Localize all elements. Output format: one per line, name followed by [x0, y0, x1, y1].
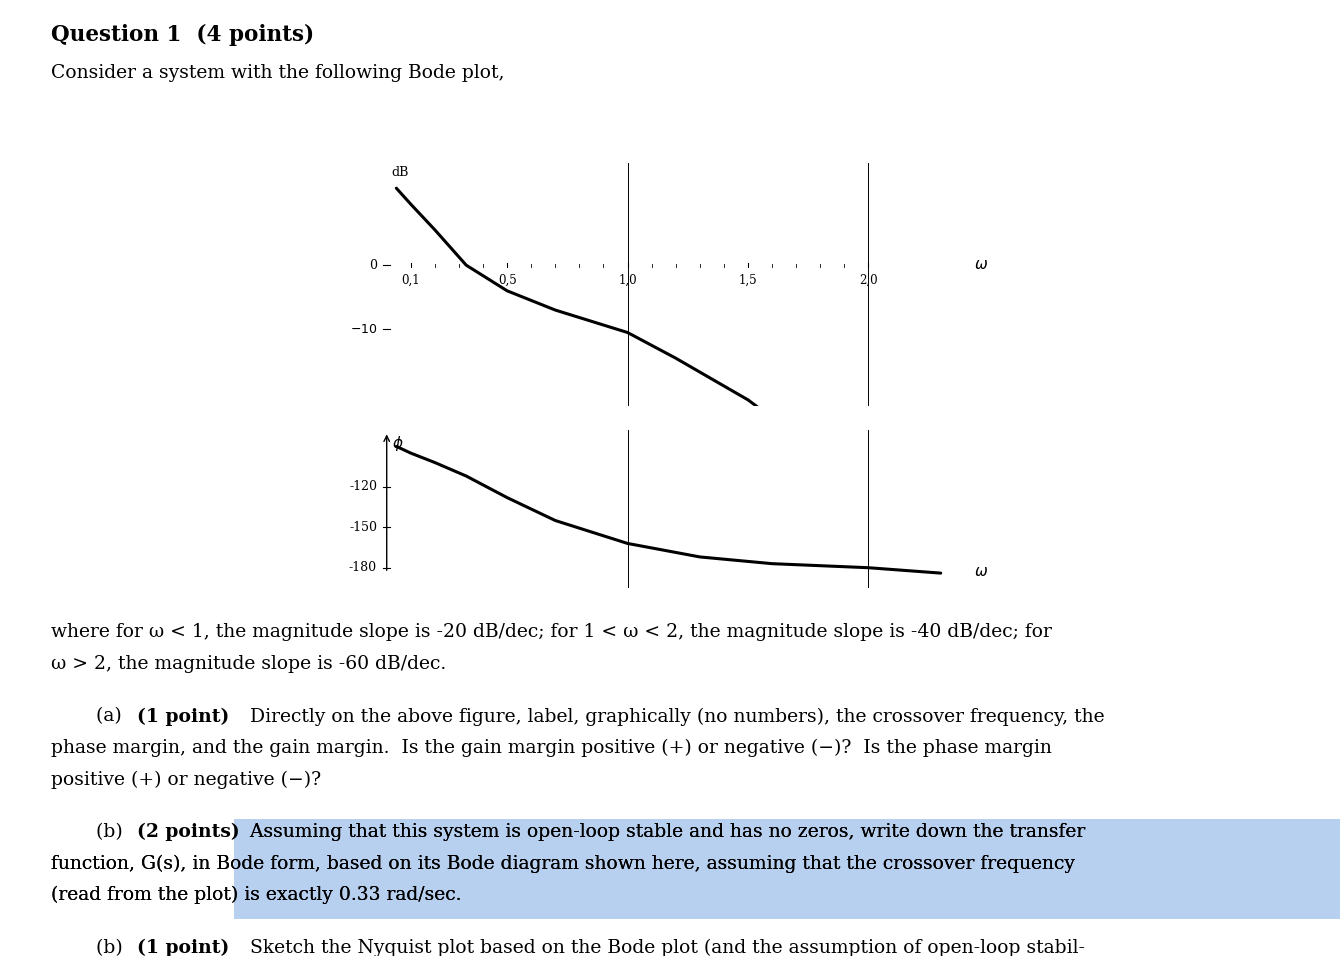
Text: 0,5: 0,5 — [497, 273, 516, 287]
Text: Question 1  (4 points): Question 1 (4 points) — [51, 24, 314, 46]
Text: (read from the plot) is exactly 0.33 rad/sec.: (read from the plot) is exactly 0.33 rad… — [51, 886, 461, 904]
Text: 0: 0 — [369, 259, 377, 272]
Text: dB: dB — [391, 165, 409, 179]
Text: Assuming that this system is open-loop stable and has no zeros, write down the t: Assuming that this system is open-loop s… — [244, 823, 1085, 841]
Text: (2 points): (2 points) — [137, 823, 240, 841]
Text: $\omega$: $\omega$ — [974, 565, 989, 578]
Text: (read from the plot) is exactly 0.33 rad/sec.: (read from the plot) is exactly 0.33 rad… — [51, 886, 461, 904]
Text: where for ω < 1, the magnitude slope is -20 dB/dec; for 1 < ω < 2, the magnitude: where for ω < 1, the magnitude slope is … — [51, 623, 1052, 641]
Text: $\phi$: $\phi$ — [391, 434, 403, 452]
Text: 2,0: 2,0 — [859, 273, 878, 287]
Text: (b): (b) — [96, 823, 129, 841]
Text: -150: -150 — [350, 521, 377, 533]
Text: -120: -120 — [350, 480, 377, 493]
Text: 0,1: 0,1 — [402, 273, 421, 287]
Text: (1 point): (1 point) — [137, 939, 229, 956]
Text: 1,0: 1,0 — [618, 273, 636, 287]
Text: ω > 2, the magnitude slope is -60 dB/dec.: ω > 2, the magnitude slope is -60 dB/dec… — [51, 655, 446, 673]
Text: $\omega$: $\omega$ — [974, 258, 989, 272]
Text: Assuming that this system is open-loop stable and has no zeros, write down the t: Assuming that this system is open-loop s… — [244, 823, 1085, 841]
Text: Consider a system with the following Bode plot,: Consider a system with the following Bod… — [51, 64, 504, 82]
Text: 1,5: 1,5 — [738, 273, 757, 287]
Text: phase margin, and the gain margin.  Is the gain margin positive (+) or negative : phase margin, and the gain margin. Is th… — [51, 739, 1052, 757]
Text: -180: -180 — [348, 561, 377, 575]
Text: (b): (b) — [96, 939, 129, 956]
Text: Directly on the above figure, label, graphically (no numbers), the crossover fre: Directly on the above figure, label, gra… — [244, 707, 1104, 726]
Text: $-10$: $-10$ — [350, 323, 377, 336]
Text: positive (+) or negative (−)?: positive (+) or negative (−)? — [51, 771, 322, 789]
Text: function, G(s), in Bode form, based on its Bode diagram shown here, assuming tha: function, G(s), in Bode form, based on i… — [51, 855, 1075, 873]
Text: Sketch the Nyquist plot based on the Bode plot (and the assumption of open-loop : Sketch the Nyquist plot based on the Bod… — [244, 939, 1085, 956]
Text: (a): (a) — [96, 707, 129, 726]
Text: (1 point): (1 point) — [137, 707, 229, 726]
Text: function, G(s), in Bode form, based on its Bode diagram shown here, assuming tha: function, G(s), in Bode form, based on i… — [51, 855, 1075, 873]
